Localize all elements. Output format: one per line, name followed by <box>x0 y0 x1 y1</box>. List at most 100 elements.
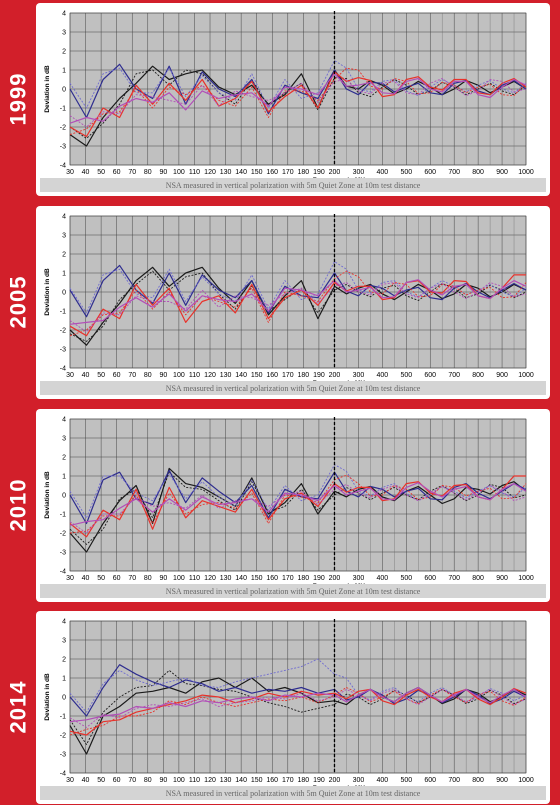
x-tick-label: 900 <box>496 372 508 379</box>
y-tick-label: 3 <box>62 30 66 37</box>
y-tick-label: -1 <box>60 512 66 519</box>
x-tick-label: 1000 <box>518 575 534 582</box>
series-line <box>69 67 527 136</box>
y-axis-label: Deviation in dB <box>44 268 51 316</box>
y-tick-label: 0 <box>62 290 66 297</box>
x-tick-label: 50 <box>97 169 105 176</box>
year-label: 2010 <box>0 406 36 603</box>
chart-card: 4 3 2 1 0 -1 -2 -3 -4 30 40 50 60 70 80 90 100 110 120 130 1… <box>36 3 550 196</box>
chart-panel-2010: 2010 4 3 2 1 0 -1 -2 -3 -4 30 40 50 60 70 80 90 100 110 120… <box>0 406 560 603</box>
x-tick-label: 190 <box>313 372 325 379</box>
x-tick-label: 80 <box>144 575 152 582</box>
year-label-text: 2010 <box>5 478 31 531</box>
y-axis-label: Deviation in dB <box>44 65 51 113</box>
x-tick-label: 700 <box>448 777 460 784</box>
x-tick-label: 110 <box>189 777 200 784</box>
chart-caption: NSA measured in vertical polarization wi… <box>40 584 546 598</box>
x-tick-label: 100 <box>173 169 185 176</box>
x-tick-label: 130 <box>220 169 232 176</box>
y-tick-label: 1 <box>62 68 66 75</box>
x-tick-label: 500 <box>400 575 412 582</box>
x-tick-label: 90 <box>159 169 167 176</box>
x-tick-label: 120 <box>204 575 216 582</box>
y-tick-label: 1 <box>62 676 66 683</box>
x-tick-label: 130 <box>220 575 232 582</box>
y-tick-label: -2 <box>60 531 66 538</box>
y-tick-label: -3 <box>60 752 66 759</box>
x-tick-label: 170 <box>282 575 294 582</box>
x-tick-label: 140 <box>235 372 247 379</box>
x-tick-label: 90 <box>159 372 167 379</box>
y-tick-label: 0 <box>62 695 66 702</box>
x-tick-label: 100 <box>173 372 185 379</box>
x-tick-label: 400 <box>377 777 389 784</box>
x-tick-label: 300 <box>353 372 365 379</box>
x-tick-label: 160 <box>266 169 278 176</box>
chart-panel-2014: 2014 4 3 2 1 0 -1 -2 -3 -4 30 40 50 60 70 80 90 100 110 120… <box>0 608 560 805</box>
x-tick-label: 90 <box>159 777 167 784</box>
x-tick-label: 700 <box>448 169 460 176</box>
chart-card: 4 3 2 1 0 -1 -2 -3 -4 30 40 50 60 70 80 90 100 110 120 130 1… <box>36 409 550 602</box>
x-tick-label: 60 <box>113 575 121 582</box>
x-tick-label: 500 <box>400 372 412 379</box>
series-line <box>69 60 527 109</box>
x-tick-label: 200 <box>329 575 341 582</box>
x-tick-label: 800 <box>472 777 484 784</box>
series-line <box>69 270 527 342</box>
x-tick-label: 160 <box>266 575 278 582</box>
series-line <box>69 482 527 526</box>
y-tick-label: -4 <box>60 163 66 170</box>
y-tick-label: 2 <box>62 252 66 259</box>
x-tick-label: 600 <box>424 777 436 784</box>
x-tick-label: 110 <box>189 575 200 582</box>
y-tick-label: 4 <box>62 417 66 424</box>
chart-caption: NSA measured in vertical polarization wi… <box>40 381 546 395</box>
x-tick-label: 40 <box>82 575 90 582</box>
x-tick-label: 70 <box>128 575 136 582</box>
y-tick-label: -3 <box>60 347 66 354</box>
series-line <box>69 270 527 337</box>
chart-panel-1999: 1999 4 3 2 1 0 -1 -2 -3 -4 30 40 50 60 70 80 90 100 110 120… <box>0 0 560 197</box>
x-tick-label: 1000 <box>518 372 534 379</box>
x-tick-label: 600 <box>424 372 436 379</box>
y-tick-label: -2 <box>60 125 66 132</box>
series-line <box>69 261 527 314</box>
x-tick-label: 180 <box>298 575 310 582</box>
x-tick-label: 900 <box>496 777 508 784</box>
x-tick-label: 110 <box>189 372 200 379</box>
x-tick-label: 600 <box>424 575 436 582</box>
x-tick-label: 120 <box>204 169 216 176</box>
x-tick-label: 80 <box>144 372 152 379</box>
y-tick-label: -2 <box>60 733 66 740</box>
year-label: 2014 <box>0 608 36 805</box>
x-tick-label: 50 <box>97 372 105 379</box>
y-tick-label: -2 <box>60 328 66 335</box>
y-axis-label: Deviation in dB <box>44 471 51 519</box>
y-tick-label: -1 <box>60 309 66 316</box>
series-line <box>69 274 526 337</box>
x-tick-label: 1000 <box>518 777 534 784</box>
y-tick-label: -4 <box>60 366 66 373</box>
x-tick-label: 80 <box>144 169 152 176</box>
x-tick-label: 400 <box>377 169 389 176</box>
x-tick-label: 100 <box>173 575 185 582</box>
x-tick-label: 160 <box>266 777 278 784</box>
x-tick-label: 150 <box>251 575 263 582</box>
x-tick-label: 800 <box>472 575 484 582</box>
x-tick-label: 40 <box>82 777 90 784</box>
chart-card: 4 3 2 1 0 -1 -2 -3 -4 30 40 50 60 70 80 90 100 110 120 130 1… <box>36 611 550 804</box>
x-tick-label: 50 <box>97 575 105 582</box>
year-label: 1999 <box>0 0 36 197</box>
x-tick-label: 300 <box>353 575 365 582</box>
x-tick-label: 160 <box>266 372 278 379</box>
x-tick-label: 30 <box>66 169 74 176</box>
y-tick-label: -1 <box>60 714 66 721</box>
year-label-text: 2005 <box>5 275 31 328</box>
x-tick-label: 170 <box>282 777 294 784</box>
x-tick-label: 170 <box>282 169 294 176</box>
x-tick-label: 700 <box>448 372 460 379</box>
x-tick-label: 30 <box>66 777 74 784</box>
x-tick-label: 140 <box>235 169 247 176</box>
